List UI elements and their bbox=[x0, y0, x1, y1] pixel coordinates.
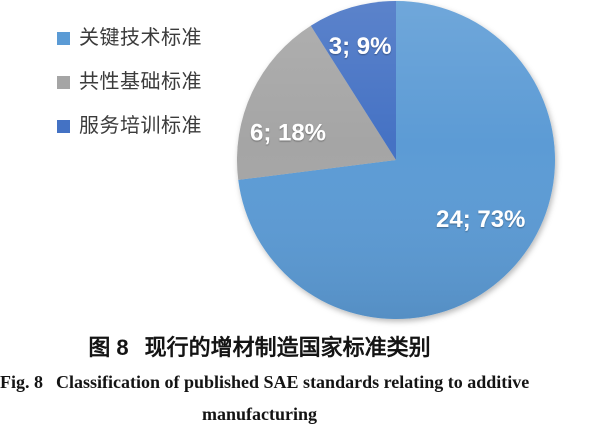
chart-legend: 关键技术标准 共性基础标准 服务培训标准 bbox=[57, 27, 202, 138]
legend-item-common-basic: 共性基础标准 bbox=[57, 71, 202, 94]
caption-en-title: Classification of published SAE standard… bbox=[56, 372, 530, 392]
legend-swatch-dark-blue bbox=[57, 120, 70, 133]
caption-zh-title: 现行的增材制造国家标准类别 bbox=[144, 335, 431, 360]
caption-en-number: Fig. 8 bbox=[0, 372, 43, 392]
pie-chart-area: 关键技术标准 共性基础标准 服务培训标准 bbox=[57, 1, 555, 319]
legend-label: 服务培训标准 bbox=[79, 115, 202, 137]
caption-chinese: 图 8 现行的增材制造国家标准类别 bbox=[0, 334, 519, 361]
legend-swatch-blue bbox=[57, 32, 70, 45]
caption-english-line2: manufacturing bbox=[201, 404, 317, 424]
legend-item-service-training: 服务培训标准 bbox=[57, 115, 202, 138]
legend-item-key-technical: 关键技术标准 bbox=[57, 27, 202, 50]
pie-chart: 24; 73% 6; 18% 3; 9% bbox=[236, 1, 555, 319]
legend-label: 共性基础标准 bbox=[79, 71, 202, 93]
pie-slice-label-2: 3; 9% bbox=[329, 33, 392, 60]
legend-swatch-gray bbox=[57, 76, 70, 89]
caption-english-line1: Fig. 8 Classification of published SAE st… bbox=[0, 371, 529, 393]
legend-label: 关键技术标准 bbox=[79, 27, 202, 49]
pie-slice-label-0: 24; 73% bbox=[436, 206, 525, 233]
pie-data-labels: 24; 73% 6; 18% 3; 9% bbox=[250, 33, 525, 233]
caption-zh-number: 图 8 bbox=[88, 335, 129, 360]
pie-wedges bbox=[236, 1, 555, 319]
pie-slice-label-1: 6; 18% bbox=[250, 120, 326, 147]
figure-captions: 图 8 现行的增材制造国家标准类别 Fig. 8 Classification of… bbox=[0, 334, 605, 425]
